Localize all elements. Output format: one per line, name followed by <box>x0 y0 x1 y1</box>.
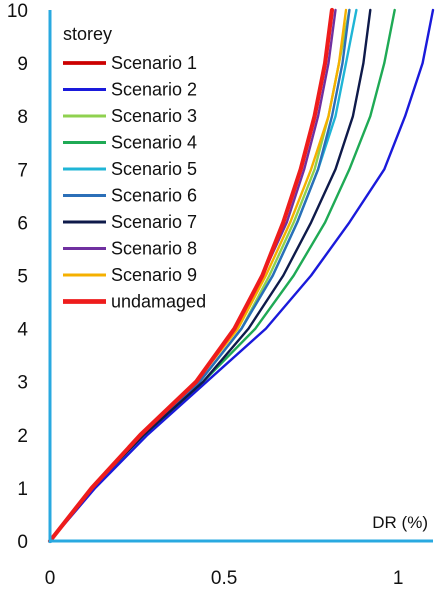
y-tick-label: 6 <box>17 213 28 234</box>
legend-label-10: undamaged <box>111 292 206 312</box>
y-tick-label: 5 <box>17 267 28 288</box>
y-tick-label: 8 <box>17 107 28 128</box>
legend-label-6: Scenario 6 <box>111 186 197 206</box>
y-tick-label: 10 <box>7 1 28 22</box>
legend-label-4: Scenario 4 <box>111 133 197 153</box>
x-tick-label: 1 <box>393 568 404 589</box>
x-tick-label: 0 <box>45 568 56 589</box>
y-tick-label: 3 <box>17 373 28 394</box>
y-tick-label: 9 <box>17 54 28 75</box>
legend-label-1: Scenario 1 <box>111 53 197 73</box>
x-axis-title: DR (%) <box>372 513 428 532</box>
legend-label-3: Scenario 3 <box>111 106 197 126</box>
legend-label-2: Scenario 2 <box>111 80 197 100</box>
axes: 0 1 2 3 4 5 6 7 8 9 10 0 0.5 1 <box>7 1 433 589</box>
legend-label-8: Scenario 8 <box>111 239 197 259</box>
y-tick-label: 7 <box>17 160 28 181</box>
legend-label-5: Scenario 5 <box>111 159 197 179</box>
y-tick-label: 1 <box>17 479 28 500</box>
y-tick-label: 0 <box>17 532 28 553</box>
legend-label-7: Scenario 7 <box>111 212 197 232</box>
series-line-10 <box>47 7 335 544</box>
legend-label-9: Scenario 9 <box>111 265 197 285</box>
series-line-2 <box>48 8 435 543</box>
y-axis-title: storey <box>63 24 112 44</box>
y-tick-label: 4 <box>17 320 28 341</box>
series-lines <box>47 7 435 544</box>
x-tick-label: 0.5 <box>211 568 237 589</box>
y-tick-label: 2 <box>17 426 28 447</box>
legend: Scenario 1 Scenario 2 Scenario 3 Scenario 4… <box>63 53 206 312</box>
